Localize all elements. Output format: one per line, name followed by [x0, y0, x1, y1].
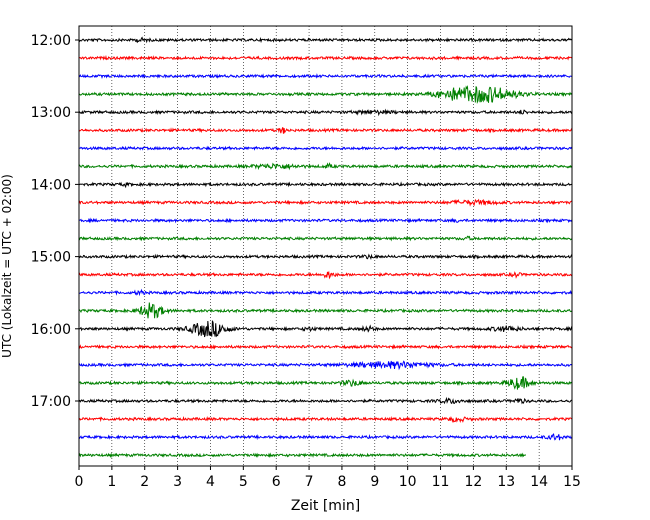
x-tick-label: 11: [432, 474, 450, 490]
trace-1415: [78, 198, 573, 207]
x-tick-label: 14: [530, 474, 548, 490]
y-axis-ticks: 12:00 13:00 14:00 15:00 16:00 17:00: [31, 33, 79, 410]
y-tick-label: 12:00: [31, 33, 71, 49]
trace-1615: [78, 343, 573, 350]
trace-1330: [78, 145, 573, 151]
trace-1730: [78, 433, 573, 441]
trace-1230: [78, 73, 573, 79]
plot-frame: [78, 25, 573, 467]
trace-1645: [78, 376, 573, 390]
x-tick-label: 15: [563, 474, 581, 490]
trace-1445: [78, 235, 573, 242]
trace-1430: [78, 217, 573, 224]
trace-1200: [78, 36, 573, 44]
x-tick-label: 3: [173, 474, 182, 490]
grid-layer: [111, 26, 540, 466]
x-tick-label: 2: [140, 474, 149, 490]
x-tick-label: 6: [272, 474, 281, 490]
x-tick-label: 9: [370, 474, 379, 490]
trace-1400: [78, 181, 573, 189]
trace-1530: [78, 288, 573, 297]
y-tick-label: 15:00: [31, 250, 71, 266]
x-tick-label: 7: [305, 474, 314, 490]
trace-1245: [78, 84, 573, 104]
x-tick-label: 4: [206, 474, 215, 490]
trace-1500: [78, 253, 573, 261]
trace-1345: [78, 162, 573, 171]
x-tick-label: 13: [497, 474, 515, 490]
trace-1215: [78, 54, 573, 61]
y-axis-label: UTC (Lokalzeit = UTC + 02:00): [0, 174, 14, 358]
trace-1300: [78, 108, 573, 117]
x-axis-label: Zeit [min]: [291, 498, 360, 514]
trace-1545: [78, 302, 573, 319]
x-tick-label: 0: [75, 474, 84, 490]
x-tick-label: 1: [107, 474, 116, 490]
trace-1745: [78, 452, 527, 459]
x-tick-label: 12: [464, 474, 482, 490]
trace-1700: [78, 396, 573, 405]
x-axis-ticks: 0 1 2 3 4 5 6 7 8 9 10 11 12 13 14 15: [75, 466, 581, 490]
trace-1315: [78, 127, 573, 134]
y-tick-label: 14:00: [31, 177, 71, 193]
x-tick-label: 10: [399, 474, 417, 490]
trace-1515: [78, 270, 573, 280]
trace-1715: [78, 415, 573, 423]
y-tick-label: 17:00: [31, 394, 71, 410]
trace-1600: [78, 320, 573, 338]
y-tick-label: 16:00: [31, 322, 71, 338]
x-tick-label: 8: [337, 474, 346, 490]
trace-layer: [78, 36, 573, 459]
x-tick-label: 5: [239, 474, 248, 490]
trace-1630: [78, 360, 573, 371]
y-tick-label: 13:00: [31, 105, 71, 121]
